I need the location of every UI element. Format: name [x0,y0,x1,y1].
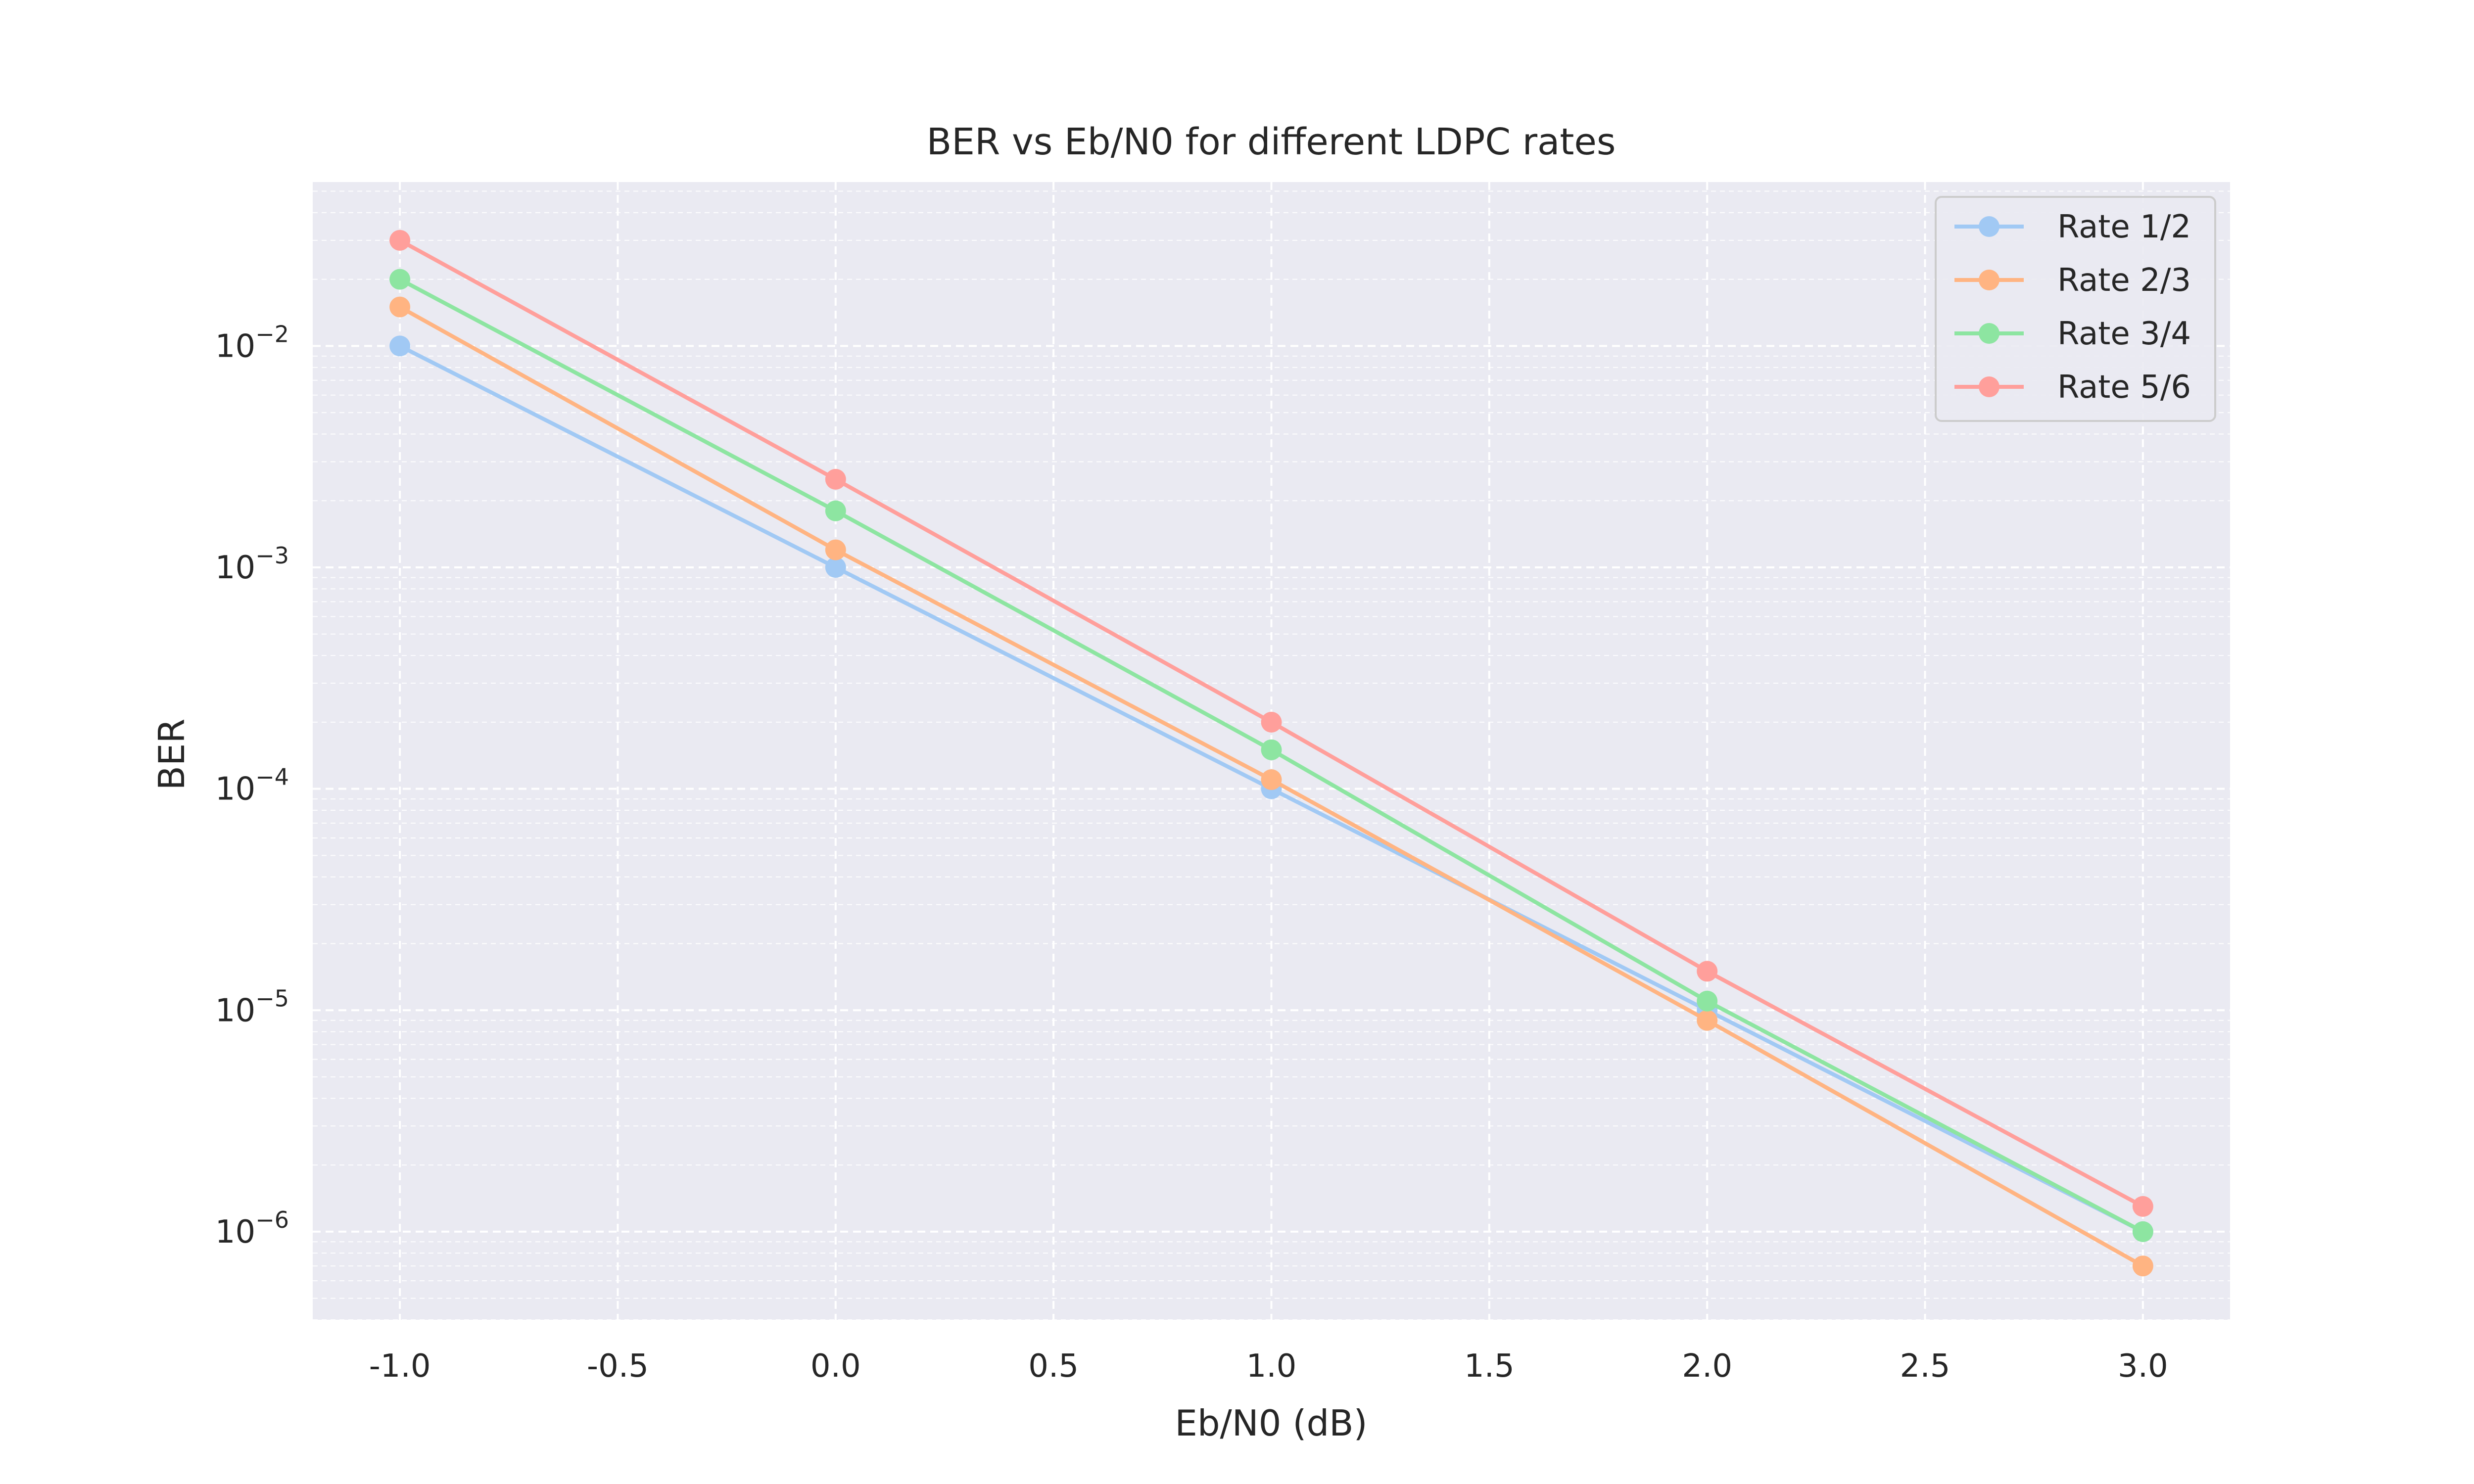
x-tick-label: 1.5 [1464,1348,1515,1385]
y-axis-ticks: 10−2 10−3 10−4 10−5 10−6 [215,321,289,1250]
series-4 [389,230,2153,1217]
data-point [825,468,846,490]
x-tick-label: 2.0 [1682,1348,1732,1385]
x-axis-label: Eb/N0 (dB) [1175,1402,1367,1444]
data-point [389,230,411,251]
series-2 [389,296,2153,1277]
x-tick-label: -0.5 [587,1348,649,1385]
legend-item: Rate 3/4 [1954,316,2191,352]
data-point [1697,990,1718,1012]
data-point [1697,1010,1718,1031]
x-tick-label: 0.5 [1028,1348,1079,1385]
y-axis-label: BER [151,719,192,790]
data-point [1261,769,1282,790]
series-3 [389,269,2153,1242]
y-tick-label: 10−5 [215,985,289,1029]
data-point [825,500,846,521]
x-tick-label: 0.0 [810,1348,861,1385]
legend-item: Rate 5/6 [1954,369,2191,406]
y-tick-label: 10−4 [215,764,289,808]
legend-label: Rate 2/3 [2057,262,2191,299]
legend-marker [1979,323,1999,344]
x-axis-ticks: -1.0 -0.5 0.0 0.5 1.0 1.5 2.0 2.5 3.0 [369,1348,2168,1385]
legend: Rate 1/2 Rate 2/3 Rate 3/4 Rate 5/6 [1935,196,2216,422]
legend-frame [1935,196,2216,422]
y-tick-label: 10−2 [215,321,289,365]
legend-label: Rate 5/6 [2057,369,2191,406]
x-tick-label: 2.5 [1900,1348,1951,1385]
minor-gridlines [313,190,2230,1320]
data-point [1261,711,1282,733]
legend-marker [1979,216,1999,237]
legend-label: Rate 3/4 [2057,316,2191,352]
data-point [1261,739,1282,760]
data-point [389,335,411,357]
data-point [389,296,411,318]
data-point [2132,1221,2153,1242]
data-point [2132,1255,2153,1277]
legend-marker [1979,376,1999,397]
data-point [1697,961,1718,982]
y-tick-label: 10−6 [215,1206,289,1251]
legend-item: Rate 2/3 [1954,262,2191,299]
x-tick-label: 3.0 [2118,1348,2168,1385]
y-tick-label: 10−3 [215,542,289,586]
data-point [825,557,846,578]
legend-label: Rate 1/2 [2057,209,2191,245]
data-point [2132,1196,2153,1217]
legend-item: Rate 1/2 [1954,209,2191,245]
chart-title: BER vs Eb/N0 for different LDPC rates [927,121,1616,163]
x-tick-label: 1.0 [1246,1348,1297,1385]
data-point [389,269,411,290]
data-point [825,539,846,560]
x-tick-label: -1.0 [369,1348,431,1385]
series-layer [389,230,2153,1277]
legend-marker [1979,270,1999,290]
